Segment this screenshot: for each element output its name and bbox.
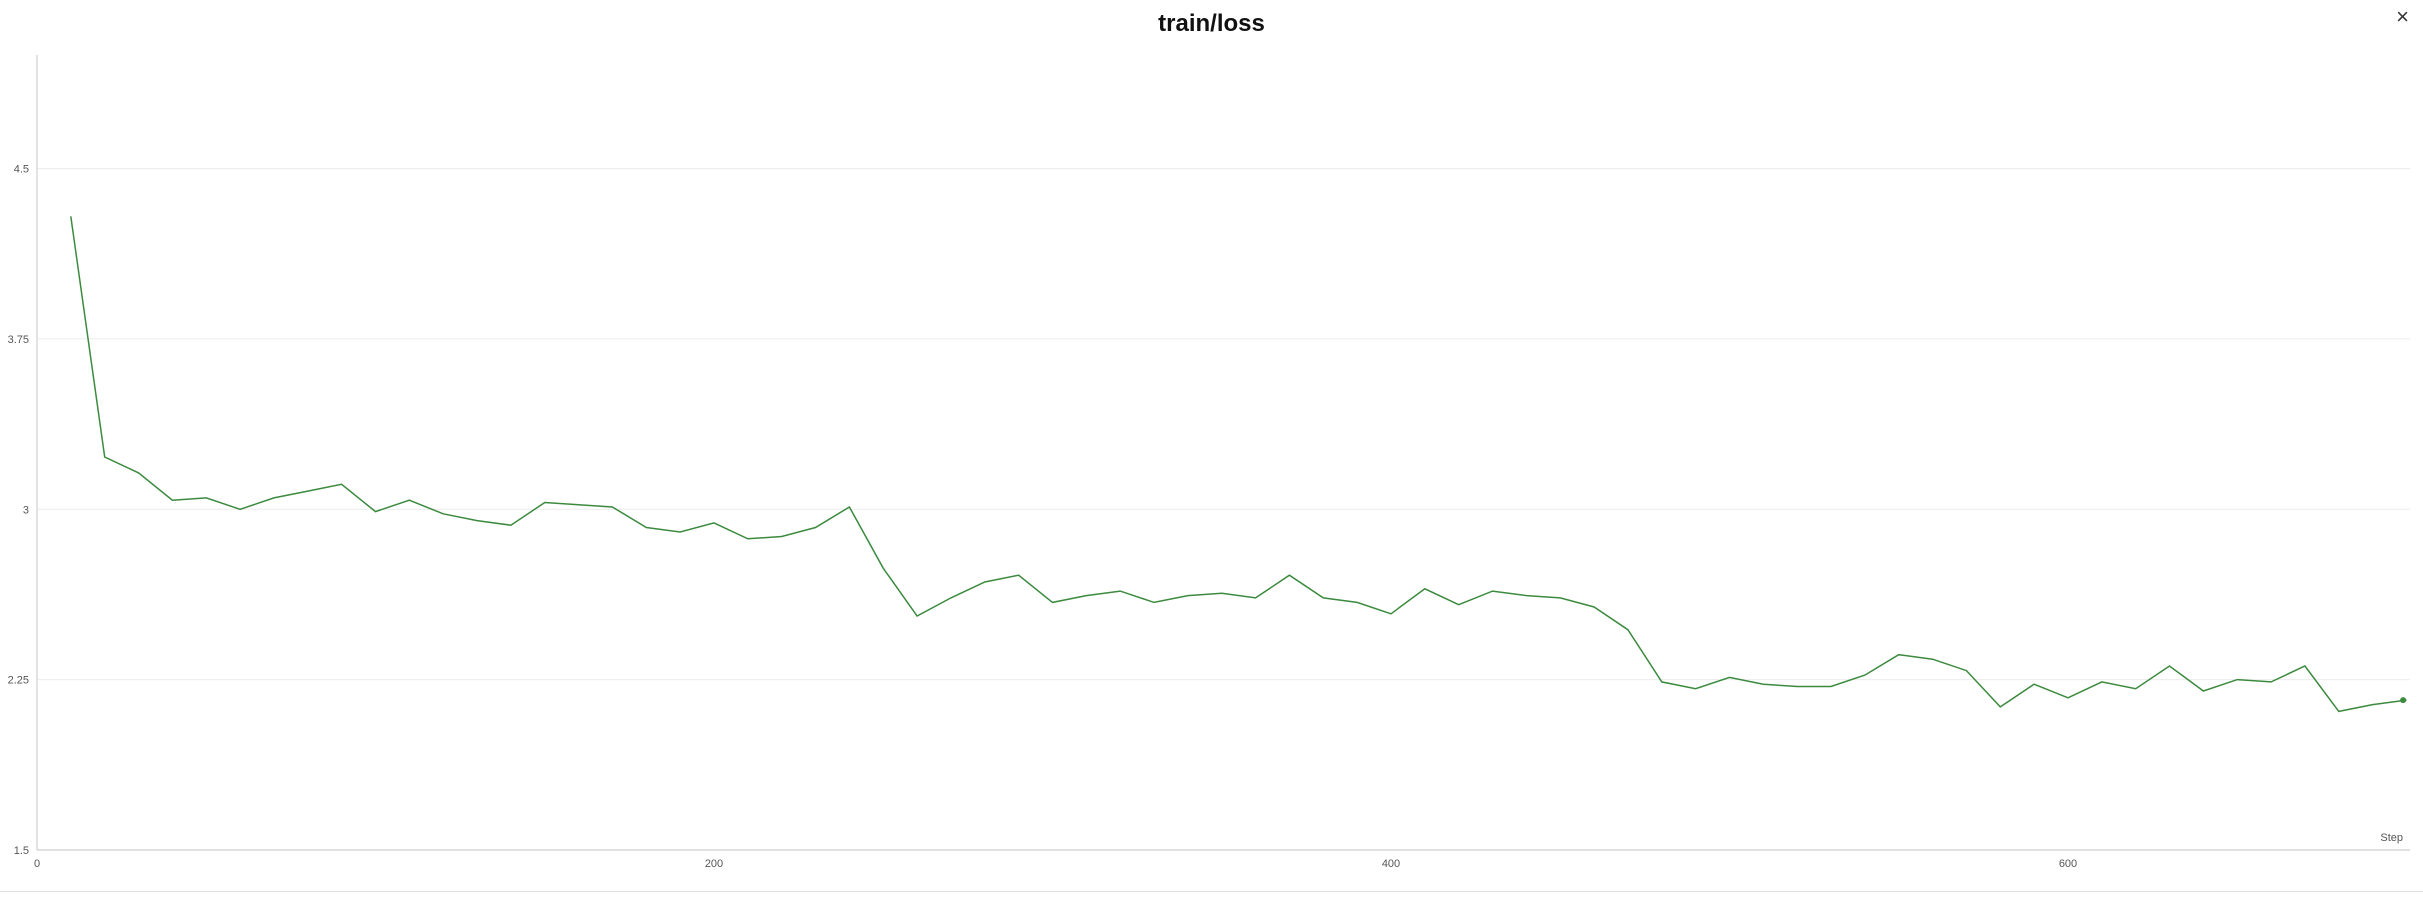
x-tick-labels: 0 200 400 600 [34, 858, 2077, 870]
x-tick-label: 0 [34, 858, 40, 870]
x-tick-label: 600 [2059, 858, 2077, 870]
y-tick-labels: 1.5 2.25 3 3.75 4.5 [8, 164, 29, 857]
x-tick-label: 400 [1382, 858, 1400, 870]
y-tick-label: 3 [23, 504, 29, 516]
x-tick-label: 200 [705, 858, 723, 870]
y-tick-label: 3.75 [8, 334, 29, 346]
y-tick-label: 4.5 [14, 164, 29, 176]
y-tick-label: 1.5 [14, 845, 29, 857]
grid-lines [37, 168, 2410, 681]
divider [0, 891, 2423, 892]
chart-title: train/loss [1158, 10, 1265, 37]
y-tick-label: 2.25 [8, 675, 29, 687]
close-icon[interactable]: × [2396, 4, 2409, 29]
series-line [70, 216, 2407, 713]
last-point-marker [2400, 697, 2407, 704]
x-axis-label: Step [2380, 832, 2403, 844]
